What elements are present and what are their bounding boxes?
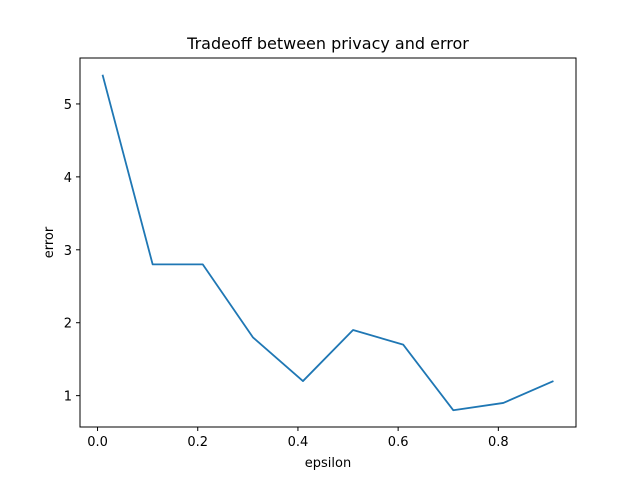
x-axis-title: epsilon — [305, 456, 351, 471]
y-tick-label: 1 — [64, 390, 72, 405]
y-tick-label: 5 — [64, 98, 72, 113]
y-tick-label: 2 — [64, 317, 72, 332]
y-axis: 1 2 3 4 5 — [64, 98, 80, 405]
x-tick-label: 0.8 — [488, 435, 509, 450]
y-tick-label: 4 — [64, 171, 72, 186]
series-line — [101, 74, 554, 412]
x-axis: 0.0 0.2 0.4 0.6 0.8 — [87, 427, 509, 450]
x-tick-label: 0.6 — [388, 435, 409, 450]
y-tick-label: 3 — [64, 244, 72, 259]
x-tick-label: 0.4 — [288, 435, 309, 450]
y-axis-title: error — [42, 226, 57, 258]
series-layer — [101, 74, 554, 412]
x-tick-label: 0.0 — [87, 435, 108, 450]
chart-title: Tradeoff between privacy and error — [186, 34, 469, 53]
x-tick-label: 0.2 — [187, 435, 208, 450]
plot-frame — [79, 57, 577, 428]
